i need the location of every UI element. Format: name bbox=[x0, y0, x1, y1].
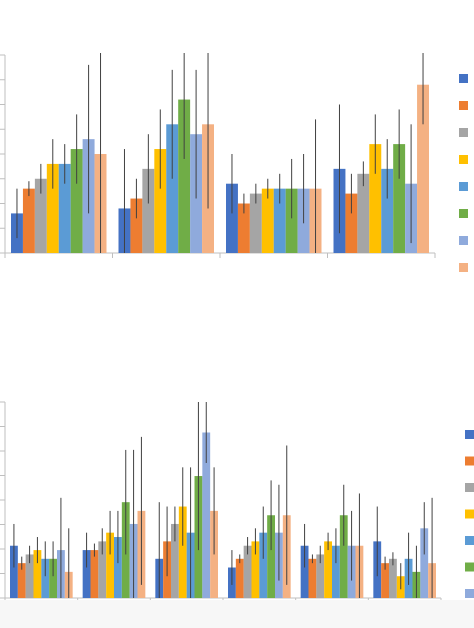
bar bbox=[82, 550, 91, 598]
bar bbox=[332, 545, 340, 598]
bar bbox=[267, 515, 275, 598]
legend-swatch bbox=[459, 209, 468, 218]
bar bbox=[249, 193, 262, 253]
bar bbox=[154, 149, 167, 253]
bar bbox=[41, 558, 50, 598]
legend-swatch bbox=[465, 589, 474, 598]
bar bbox=[171, 523, 179, 598]
legend-swatch bbox=[465, 562, 474, 572]
legend-swatch bbox=[459, 236, 468, 245]
bar bbox=[237, 203, 250, 253]
bar bbox=[417, 84, 429, 253]
legend-swatch bbox=[459, 182, 468, 191]
bar bbox=[381, 168, 394, 253]
bar bbox=[25, 554, 34, 598]
bar bbox=[10, 545, 18, 598]
bar bbox=[300, 545, 309, 598]
chart-top bbox=[0, 53, 468, 272]
bar bbox=[33, 550, 42, 598]
chart-bottom bbox=[0, 401, 474, 625]
legend-swatch bbox=[465, 509, 474, 519]
bar bbox=[226, 183, 238, 253]
footer-band bbox=[0, 600, 474, 628]
legend-swatch bbox=[459, 155, 468, 164]
bar bbox=[106, 532, 114, 598]
legend-swatch bbox=[465, 430, 474, 439]
bar bbox=[393, 144, 406, 253]
bar bbox=[235, 558, 244, 598]
bar bbox=[142, 168, 155, 253]
bar bbox=[243, 545, 252, 598]
bar bbox=[130, 198, 143, 253]
bar bbox=[58, 163, 71, 253]
legend-swatch bbox=[459, 263, 468, 272]
legend-swatch bbox=[459, 74, 468, 83]
bar bbox=[339, 515, 348, 598]
bar bbox=[46, 163, 59, 253]
bar bbox=[98, 541, 107, 598]
bar bbox=[345, 193, 358, 253]
bar bbox=[251, 541, 260, 598]
bar bbox=[369, 144, 382, 253]
bar bbox=[357, 173, 370, 253]
bar bbox=[114, 537, 122, 598]
legend-swatch bbox=[459, 128, 468, 137]
bar bbox=[308, 558, 317, 598]
bar bbox=[178, 506, 187, 598]
bar bbox=[166, 124, 179, 253]
legend-swatch bbox=[465, 483, 474, 492]
legend-swatch bbox=[459, 101, 468, 110]
bar bbox=[259, 532, 268, 598]
bar bbox=[381, 563, 389, 598]
legend-swatch bbox=[465, 456, 474, 466]
bar bbox=[273, 188, 286, 253]
bar bbox=[34, 178, 47, 253]
bar bbox=[70, 149, 83, 253]
bar bbox=[49, 558, 57, 598]
bar bbox=[324, 541, 332, 598]
bar bbox=[316, 554, 325, 598]
bar bbox=[285, 188, 298, 253]
bar bbox=[178, 99, 191, 253]
bar bbox=[261, 188, 274, 253]
bar bbox=[22, 188, 35, 253]
bar bbox=[389, 558, 397, 598]
bar bbox=[17, 563, 26, 598]
bar bbox=[420, 528, 429, 598]
bar bbox=[90, 550, 99, 598]
bar bbox=[202, 432, 211, 598]
legend-swatch bbox=[465, 536, 474, 545]
